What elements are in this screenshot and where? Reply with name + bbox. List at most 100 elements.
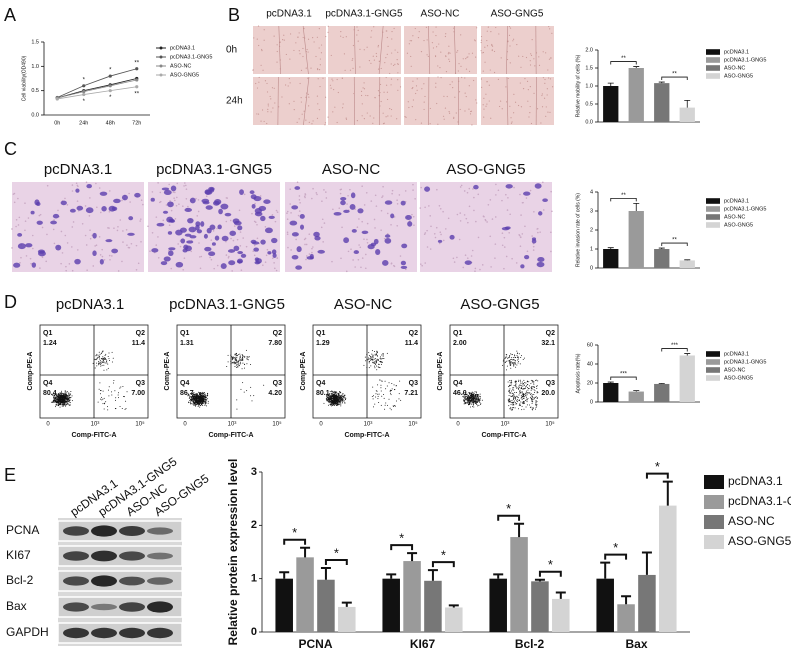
cell-speck (412, 80, 414, 82)
event (512, 407, 514, 409)
pore (109, 258, 111, 261)
cell-speck (545, 106, 547, 108)
event (479, 401, 481, 403)
cell (473, 184, 479, 190)
pore (225, 240, 227, 243)
event (206, 399, 208, 401)
event (339, 401, 341, 403)
point (82, 84, 86, 88)
band (91, 575, 117, 587)
event (204, 404, 206, 406)
cell-speck (540, 122, 542, 124)
event (199, 396, 201, 398)
cell-speck (547, 111, 549, 113)
event (468, 403, 470, 405)
event (327, 395, 329, 397)
legend-label: pcDNA3.1 (724, 351, 749, 357)
pore (352, 259, 354, 261)
event (197, 396, 199, 398)
event (337, 400, 339, 402)
quadrant-value: 32.1 (541, 340, 555, 347)
event (531, 397, 533, 399)
event (189, 392, 191, 394)
pore (420, 263, 422, 265)
event (525, 406, 527, 408)
event (374, 367, 376, 369)
cell-speck (435, 82, 437, 84)
significance-bracket (610, 198, 637, 202)
cell-speck (505, 86, 507, 88)
cell-speck (455, 112, 457, 114)
event (227, 354, 229, 356)
event (57, 403, 59, 405)
quadrant-value: 80.1 (316, 390, 330, 397)
pore (199, 267, 202, 270)
cell-speck (448, 58, 450, 60)
pore (358, 218, 360, 220)
event (241, 354, 243, 356)
cell (108, 205, 116, 212)
pore (470, 255, 473, 257)
cell-speck (329, 84, 332, 86)
event (341, 397, 343, 399)
flow-tick: 10³ (91, 422, 100, 428)
cell (268, 215, 275, 219)
x-tick-label: 72h (132, 120, 141, 126)
cell-speck (319, 85, 321, 88)
event (372, 355, 374, 357)
pore (157, 236, 159, 238)
cell (271, 249, 277, 255)
pore (495, 183, 497, 186)
pore (484, 219, 487, 222)
event (199, 397, 201, 399)
event (203, 395, 205, 397)
event (328, 398, 330, 400)
cell-speck (299, 53, 301, 55)
event (509, 401, 511, 403)
event (246, 357, 248, 359)
cell (206, 227, 212, 234)
cell (204, 246, 212, 252)
event (512, 359, 514, 361)
pore (142, 203, 144, 206)
pore (438, 205, 441, 207)
event (511, 361, 513, 363)
band (147, 552, 173, 560)
cell-speck (389, 72, 391, 75)
cell-speck (486, 45, 489, 47)
event (513, 395, 515, 397)
error-bar (534, 578, 545, 582)
band (147, 577, 173, 585)
event (204, 400, 206, 402)
pore (396, 225, 399, 227)
cell-speck (352, 44, 355, 47)
event (474, 400, 476, 402)
event (371, 359, 373, 361)
event (195, 400, 197, 402)
event (536, 387, 538, 389)
cell (237, 250, 244, 255)
event (336, 403, 338, 405)
event (65, 398, 67, 400)
cell-speck (372, 55, 374, 57)
event (102, 356, 104, 358)
pore (468, 205, 471, 208)
event (473, 393, 475, 395)
pore (494, 257, 496, 259)
cell-speck (423, 101, 425, 103)
flow-title: ASO-GNG5 (460, 296, 539, 313)
pore (463, 214, 466, 216)
flow-tick: 0 (456, 422, 460, 428)
event (325, 394, 327, 396)
cell-speck (507, 77, 509, 80)
event (57, 401, 59, 403)
pore (339, 192, 342, 195)
event (520, 394, 522, 396)
pore (18, 216, 21, 219)
pore (380, 209, 383, 212)
event (329, 399, 331, 401)
event (334, 404, 336, 406)
event (519, 392, 521, 394)
legend-swatch (159, 46, 163, 50)
cell-speck (271, 87, 274, 89)
